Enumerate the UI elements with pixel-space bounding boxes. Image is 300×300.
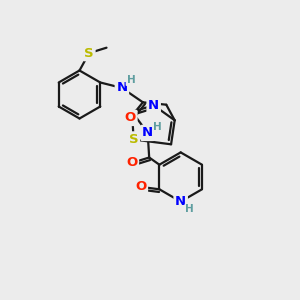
Text: N: N [116, 81, 128, 94]
Text: N: N [142, 126, 153, 140]
Text: N: N [148, 99, 159, 112]
Text: S: S [84, 46, 94, 60]
Text: N: N [175, 195, 186, 208]
Text: H: H [127, 75, 135, 85]
Text: H: H [153, 122, 162, 132]
Text: O: O [125, 111, 136, 124]
Text: S: S [129, 133, 138, 146]
Text: O: O [126, 156, 137, 170]
Text: O: O [135, 180, 146, 194]
Text: H: H [185, 204, 194, 214]
